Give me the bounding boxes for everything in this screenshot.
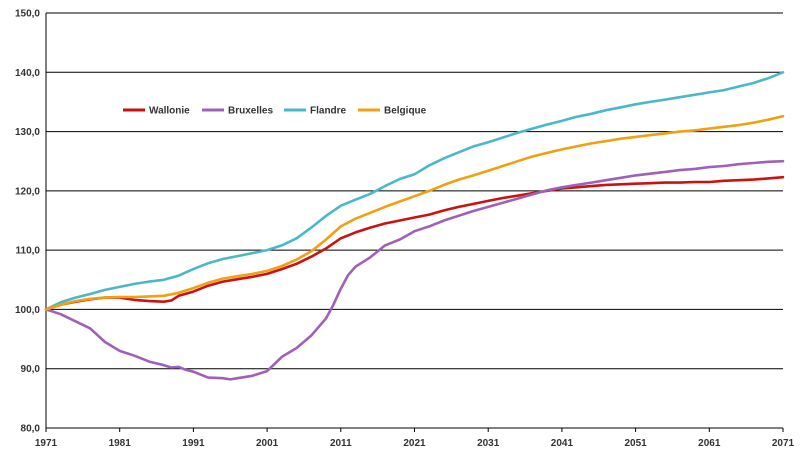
y-tick-label: 90,0	[21, 364, 41, 375]
x-tick-label: 1971	[35, 438, 58, 449]
series-line-wallonie	[44, 175, 785, 311]
y-tick-label: 80,0	[21, 424, 41, 435]
x-tick-label: 2061	[698, 438, 721, 449]
x-tick-label: 2001	[256, 438, 279, 449]
x-tick-label: 2041	[551, 438, 574, 449]
y-tick-label: 110,0	[16, 246, 41, 257]
y-tick-label: 120,0	[15, 186, 40, 197]
y-tick-label: 150,0	[15, 9, 40, 20]
series-line-flandre	[44, 71, 785, 311]
x-tick-label: 2021	[403, 438, 426, 449]
x-tick-label: 1981	[109, 438, 132, 449]
series-line-bruxelles	[44, 159, 785, 381]
x-tick-label: 2011	[330, 438, 352, 449]
legend-label-bruxelles: Bruxelles	[228, 106, 273, 117]
x-tick-label: 2031	[477, 438, 500, 449]
grid-layer	[46, 12, 783, 429]
series-line-belgique	[44, 114, 785, 311]
legend: Wallonie Bruxelles Flandre Belgique	[123, 106, 427, 117]
legend-label-belgique: Belgique	[384, 106, 427, 117]
x-tick-label: 1991	[182, 438, 205, 449]
series-layer	[44, 71, 785, 381]
legend-label-flandre: Flandre	[310, 106, 347, 117]
axis-layer: 80,0 90,0 100,0 110,0 120,0 130,0 140,0 150,0 19…	[15, 9, 795, 450]
x-tick-label: 2071	[772, 438, 795, 449]
y-tick-label: 130,0	[15, 127, 40, 138]
y-tick-label: 140,0	[15, 68, 40, 79]
y-tick-label: 100,0	[15, 305, 40, 316]
legend-label-wallonie: Wallonie	[149, 106, 190, 117]
x-tick-label: 2051	[624, 438, 647, 449]
